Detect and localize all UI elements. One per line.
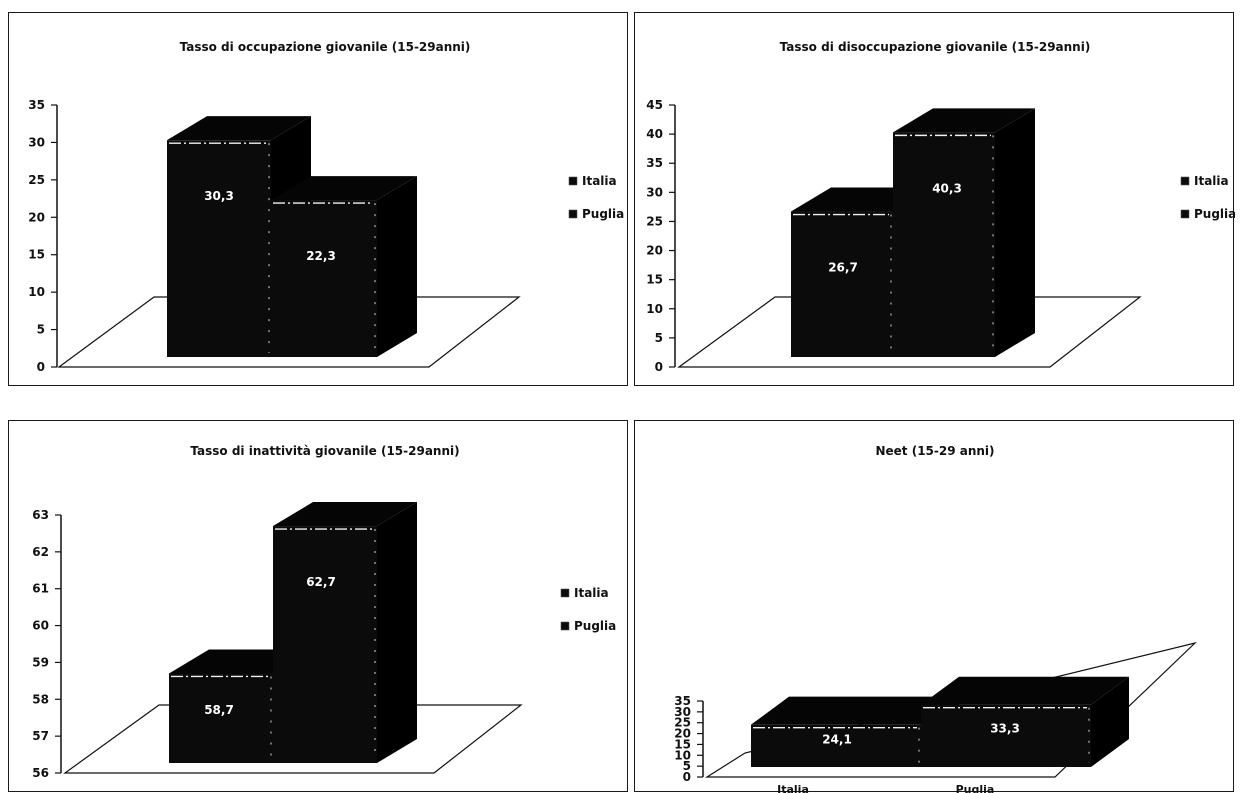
legend-swatch-italia	[568, 176, 578, 186]
bar-side-puglia	[1091, 676, 1129, 767]
y-tick-label: 0	[683, 770, 691, 784]
data-label: 26,7	[828, 261, 858, 275]
y-tick-label: 56	[32, 766, 49, 780]
y-tick-label: 10	[674, 748, 691, 762]
data-label: 24,1	[822, 733, 852, 747]
data-label: 62,7	[306, 575, 336, 589]
bar-top-italia	[167, 116, 311, 141]
bar-side-puglia	[995, 108, 1035, 357]
x-category-label: Puglia	[956, 783, 995, 793]
bar-italia	[169, 673, 273, 763]
y-tick-label: 40	[646, 127, 663, 141]
chart-occupazione: Tasso di occupazione giovanile (15-29ann…	[28, 40, 624, 374]
y-tick-label: 35	[646, 156, 663, 170]
y-tick-label: 61	[32, 582, 49, 596]
chart-title: Tasso di occupazione giovanile (15-29ann…	[180, 40, 471, 54]
chart-title: Tasso di disoccupazione giovanile (15-29…	[780, 40, 1091, 54]
y-tick-label: 62	[32, 545, 49, 559]
y-tick-label: 60	[32, 619, 49, 633]
y-tick-label: 57	[32, 729, 49, 743]
legend-swatch-italia	[560, 588, 570, 598]
y-tick-label: 20	[674, 727, 691, 741]
y-tick-label: 59	[32, 655, 49, 669]
y-tick-label: 45	[646, 98, 663, 112]
y-tick-label: 15	[674, 737, 691, 751]
legend-label: Italia	[582, 174, 617, 188]
bar-top-italia	[751, 696, 959, 725]
chart-panel-occupazione: Tasso di occupazione giovanile (15-29ann…	[8, 12, 628, 386]
y-tick-label: 20	[646, 244, 663, 258]
y-tick-label: 25	[674, 716, 691, 730]
data-label: 33,3	[990, 722, 1020, 736]
bar-side-puglia	[377, 502, 417, 763]
chart-panel-neet: Neet (15-29 anni) 0 5 10 15 20 25 30 35 24,1 33,3 I…	[634, 420, 1234, 793]
bar-puglia	[893, 132, 995, 357]
chart-disoccupazione: Tasso di disoccupazione giovanile (15-29…	[646, 40, 1235, 374]
bar-italia	[167, 140, 271, 357]
y-tick-label: 10	[28, 285, 45, 299]
legend-swatch-puglia	[560, 621, 570, 631]
chart-panel-inattivita: Tasso di inattività giovanile (15-29anni…	[8, 420, 628, 792]
bar-puglia	[921, 704, 1091, 767]
y-tick-label: 10	[646, 302, 663, 316]
bar-side-puglia	[377, 176, 417, 357]
y-tick-label: 30	[674, 705, 691, 719]
y-tick-label: 58	[32, 692, 49, 706]
bar-italia	[751, 724, 921, 767]
y-tick-label: 20	[28, 210, 45, 224]
x-category-label: Italia	[777, 783, 809, 793]
legend-label: Italia	[574, 586, 609, 600]
bar-top-puglia	[271, 176, 417, 201]
data-label: 22,3	[306, 249, 336, 263]
data-label: 58,7	[204, 703, 234, 717]
chart-panel-disoccupazione: Tasso di disoccupazione giovanile (15-29…	[634, 12, 1235, 386]
y-tick-label: 15	[28, 248, 45, 262]
y-tick-label: 0	[655, 360, 663, 374]
y-tick-label: 0	[37, 360, 45, 374]
chart-title: Tasso di inattività giovanile (15-29anni…	[190, 444, 459, 458]
legend-label: Italia	[1194, 174, 1229, 188]
legend-swatch-italia	[1180, 176, 1190, 186]
bar-top-puglia	[921, 676, 1129, 705]
chart-inattivita: Tasso di inattività giovanile (15-29anni…	[32, 444, 616, 780]
bar-top-puglia	[273, 502, 417, 527]
y-tick-label: 15	[646, 273, 663, 287]
y-tick-label: 30	[28, 135, 45, 149]
y-tick-label: 5	[655, 331, 663, 345]
y-tick-label: 35	[674, 694, 691, 708]
y-tick-label: 25	[28, 173, 45, 187]
y-tick-label: 5	[37, 323, 45, 337]
y-tick-label: 35	[28, 98, 45, 112]
y-tick-label: 63	[32, 508, 49, 522]
y-tick-label: 30	[646, 185, 663, 199]
bar-puglia	[271, 200, 377, 357]
y-tick-label: 25	[646, 214, 663, 228]
legend-label: Puglia	[582, 207, 624, 221]
y-tick-label: 5	[683, 759, 691, 773]
bar-puglia	[273, 526, 377, 763]
legend-label: Puglia	[574, 619, 616, 633]
bar-top-puglia	[893, 108, 1035, 133]
legend-label: Puglia	[1194, 207, 1235, 221]
chart-title: Neet (15-29 anni)	[875, 444, 994, 458]
bar-italia	[791, 211, 893, 357]
legend-swatch-puglia	[1180, 209, 1190, 219]
data-label: 40,3	[932, 181, 962, 195]
legend-swatch-puglia	[568, 209, 578, 219]
data-label: 30,3	[204, 189, 234, 203]
